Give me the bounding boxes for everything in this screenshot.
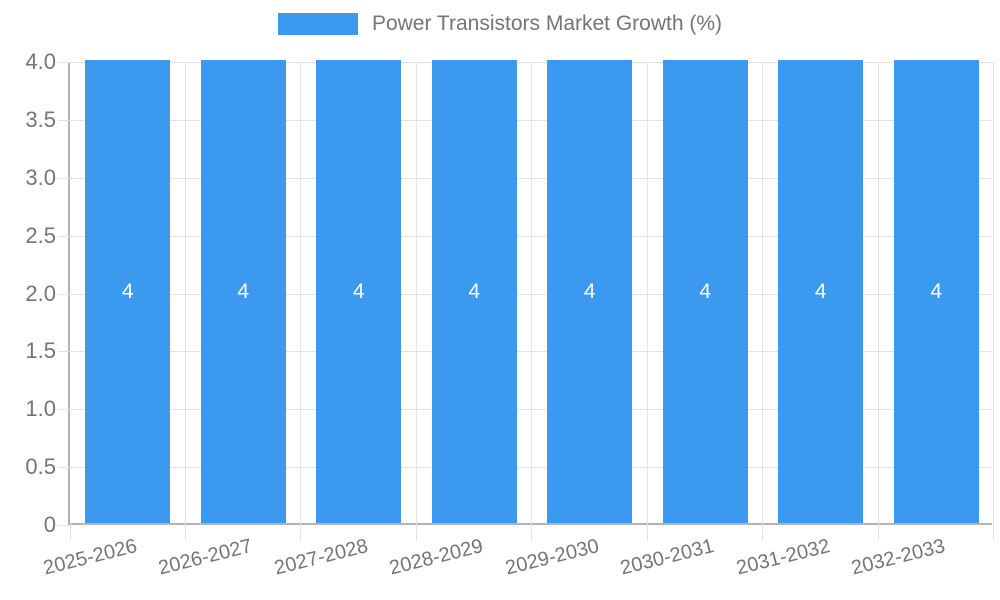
gridline-vertical bbox=[646, 62, 648, 523]
bar[interactable]: 4 bbox=[778, 60, 864, 523]
gridline-vertical bbox=[762, 62, 763, 523]
y-axis-tick-label: 2.5 bbox=[25, 222, 56, 248]
bar[interactable]: 4 bbox=[662, 60, 748, 523]
y-axis-tick bbox=[58, 351, 70, 353]
legend-swatch-icon bbox=[277, 13, 358, 35]
bar-value-label: 4 bbox=[930, 279, 943, 303]
bar[interactable]: 4 bbox=[200, 60, 286, 523]
y-axis-tick bbox=[58, 62, 70, 63]
y-axis-tick bbox=[58, 525, 70, 526]
bar-value-label: 4 bbox=[121, 279, 134, 303]
bar[interactable]: 4 bbox=[85, 60, 171, 523]
y-axis-tick bbox=[58, 235, 70, 237]
bar[interactable]: 4 bbox=[431, 60, 517, 523]
bar[interactable]: 4 bbox=[316, 60, 402, 523]
x-axis-tick bbox=[646, 523, 648, 541]
y-axis-tick-label: 4.0 bbox=[25, 49, 56, 74]
bar-value-label: 4 bbox=[814, 279, 827, 303]
y-axis-tick bbox=[58, 177, 70, 179]
x-axis-tick bbox=[531, 523, 532, 541]
bar[interactable]: 4 bbox=[893, 60, 979, 523]
x-axis-tick bbox=[762, 523, 763, 541]
gridline-vertical bbox=[415, 62, 417, 523]
gridline-vertical bbox=[877, 62, 879, 523]
plot-area: 4 4 4 4 4 4 4 4 bbox=[58, 60, 994, 541]
bar-value-label: 4 bbox=[352, 279, 365, 303]
gridline-vertical bbox=[300, 62, 301, 523]
y-axis-tick bbox=[58, 293, 70, 295]
x-axis-tick bbox=[184, 523, 186, 541]
bar-value-label: 4 bbox=[699, 279, 712, 303]
y-axis-tick-label: 0.5 bbox=[25, 454, 56, 480]
gridline-vertical bbox=[993, 62, 994, 523]
legend-item[interactable]: Power Transistors Market Growth (%) bbox=[0, 12, 1000, 36]
y-axis-tick-label: 0 bbox=[43, 512, 56, 537]
x-axis-tick bbox=[70, 523, 71, 541]
y-axis-tick-label: 3.0 bbox=[25, 164, 56, 190]
y-axis-tick-label: 1.0 bbox=[25, 396, 56, 422]
bar-value-label: 4 bbox=[237, 279, 250, 303]
x-axis-tick bbox=[300, 523, 301, 541]
y-axis-tick-label: 2.0 bbox=[25, 280, 56, 306]
bar[interactable]: 4 bbox=[547, 60, 633, 523]
y-axis-tick bbox=[58, 119, 70, 121]
x-axis-tick bbox=[993, 523, 994, 541]
gridline-vertical bbox=[184, 62, 186, 523]
y-axis-tick bbox=[58, 467, 70, 469]
legend-label: Power Transistors Market Growth (%) bbox=[371, 12, 723, 35]
bar-value-label: 4 bbox=[583, 279, 596, 303]
bar-value-label: 4 bbox=[468, 279, 481, 303]
x-axis-tick bbox=[415, 523, 417, 541]
y-axis-tick-label: 1.5 bbox=[25, 338, 56, 364]
y-axis-tick bbox=[58, 409, 70, 411]
gridline-vertical bbox=[531, 62, 532, 523]
x-axis-tick bbox=[877, 523, 879, 541]
y-axis-tick-label: 3.5 bbox=[25, 106, 56, 132]
